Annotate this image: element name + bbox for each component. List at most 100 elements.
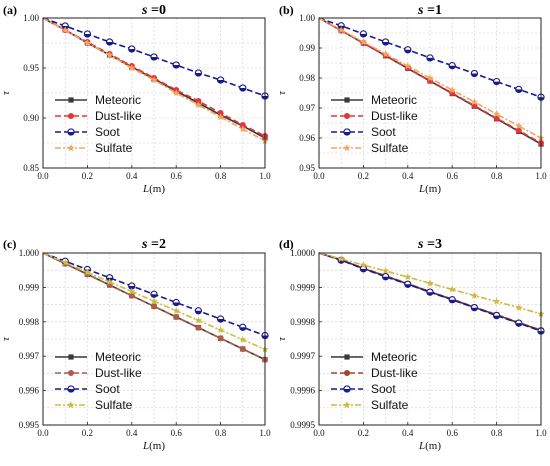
legend-item-sulfate: Sulfate	[55, 398, 133, 412]
x-tick-label: 0.8	[491, 428, 503, 438]
legend-item-sulfate: Sulfate	[55, 141, 133, 155]
data-point-fill	[217, 80, 224, 84]
legend-marker-fill	[67, 389, 75, 393]
legend-marker-fill	[67, 132, 75, 136]
data-point	[150, 290, 158, 298]
data-point	[172, 298, 180, 307]
panel-label: (d)	[279, 237, 294, 251]
data-point	[239, 323, 247, 331]
x-axis-label-unit: (m)	[425, 183, 441, 195]
chart-title: s =0	[141, 3, 166, 18]
y-tick-label: 0.998	[19, 317, 40, 327]
series-soot	[42, 17, 269, 100]
legend-marker	[343, 401, 351, 409]
series-sulfate	[318, 252, 545, 317]
series-line	[318, 252, 542, 315]
y-tick-label: 0.9996	[290, 386, 315, 396]
data-point	[172, 61, 180, 69]
x-tick-label: 0.0	[313, 171, 325, 181]
plot-frame	[42, 17, 266, 169]
y-tick-label: 0.95	[299, 163, 315, 173]
panel-label: (c)	[3, 237, 16, 251]
x-axis-label-unit: (m)	[425, 440, 441, 452]
data-point	[492, 77, 501, 86]
legend-marker	[67, 144, 75, 152]
x-tick-label: 0.4	[126, 171, 138, 181]
data-point	[470, 69, 479, 78]
data-point-fill	[360, 268, 367, 272]
data-point	[194, 69, 203, 77]
data-point	[404, 62, 412, 70]
data-point-fill	[426, 57, 434, 62]
x-tick-label: 0.2	[82, 428, 93, 438]
data-point-fill	[471, 73, 478, 77]
data-point	[337, 26, 345, 34]
data-point	[426, 279, 434, 287]
data-point-fill	[173, 65, 180, 69]
chart-title-var: s	[141, 237, 148, 252]
legend-item-sulfate: Sulfate	[331, 141, 409, 155]
data-point-fill	[382, 42, 389, 46]
data-point	[448, 285, 456, 293]
data-point	[194, 316, 203, 324]
legend: Meteoric Dust-like Soot Sulfate	[55, 350, 142, 412]
legend-label: Sulfate	[95, 398, 133, 412]
y-tick-label: 0.9998	[290, 317, 315, 327]
x-tick-label: 0.2	[358, 428, 369, 438]
y-axis: 0.95 0.96 0.97 0.98 0.99 1.00	[299, 13, 322, 173]
legend-item-dustlike: Dust-like	[331, 366, 418, 380]
legend-marker-fill	[343, 389, 351, 393]
data-point	[426, 74, 434, 82]
data-point	[492, 110, 501, 118]
y-axis: 0.85 0.90 0.95 1.00	[23, 13, 46, 173]
legend-marker	[344, 370, 350, 376]
data-point-fill	[173, 302, 180, 306]
chart-title-var: s	[417, 237, 424, 252]
data-point	[105, 38, 114, 46]
plot-frame	[42, 252, 266, 426]
data-point	[195, 98, 202, 104]
legend-label: Soot	[95, 125, 120, 139]
data-point	[172, 306, 180, 314]
data-point-fill	[150, 57, 158, 61]
x-tick-label: 1.0	[535, 428, 547, 438]
data-point	[515, 303, 523, 311]
gridlines	[319, 253, 541, 425]
data-point-fill	[382, 276, 389, 280]
x-axis-label-unit: (m)	[149, 440, 165, 452]
data-point-fill	[404, 284, 411, 288]
x-axis-label: L(m)	[142, 183, 165, 195]
x-tick-label: 0.8	[215, 428, 227, 438]
data-point	[404, 273, 412, 281]
y-tick-label: 0.98	[299, 73, 315, 83]
y-axis: 0.995 0.996 0.997 0.998 0.999 1.000	[19, 248, 46, 430]
data-point	[515, 319, 523, 327]
data-point	[493, 115, 500, 122]
data-point	[492, 297, 501, 305]
legend-marker	[68, 354, 74, 360]
data-point	[470, 98, 479, 106]
x-tick-label: 0.0	[37, 428, 49, 438]
y-tick-label: 0.996	[19, 386, 40, 396]
legend-item-meteoric: Meteoric	[331, 93, 417, 107]
chart-title-rest: =3	[423, 237, 441, 252]
x-tick-label: 0.4	[126, 428, 138, 438]
legend-marker	[343, 144, 351, 152]
data-point	[128, 64, 136, 72]
x-tick-label: 0.2	[358, 171, 369, 181]
legend-label: Sulfate	[95, 141, 133, 155]
data-point	[359, 38, 368, 46]
x-tick-label: 0.6	[447, 171, 459, 181]
data-point	[216, 315, 225, 323]
data-point	[404, 280, 412, 288]
legend-marker	[343, 385, 351, 393]
data-point-fill	[195, 73, 202, 77]
data-point	[105, 278, 114, 285]
y-tick-label: 1.000	[19, 248, 40, 258]
y-tick-label: 1.00	[23, 13, 39, 23]
data-point	[194, 101, 203, 109]
y-tick-label: 0.95	[23, 63, 39, 73]
x-tick-label: 1.0	[259, 171, 271, 181]
x-tick-label: 1.0	[259, 428, 271, 438]
data-point	[83, 30, 92, 38]
